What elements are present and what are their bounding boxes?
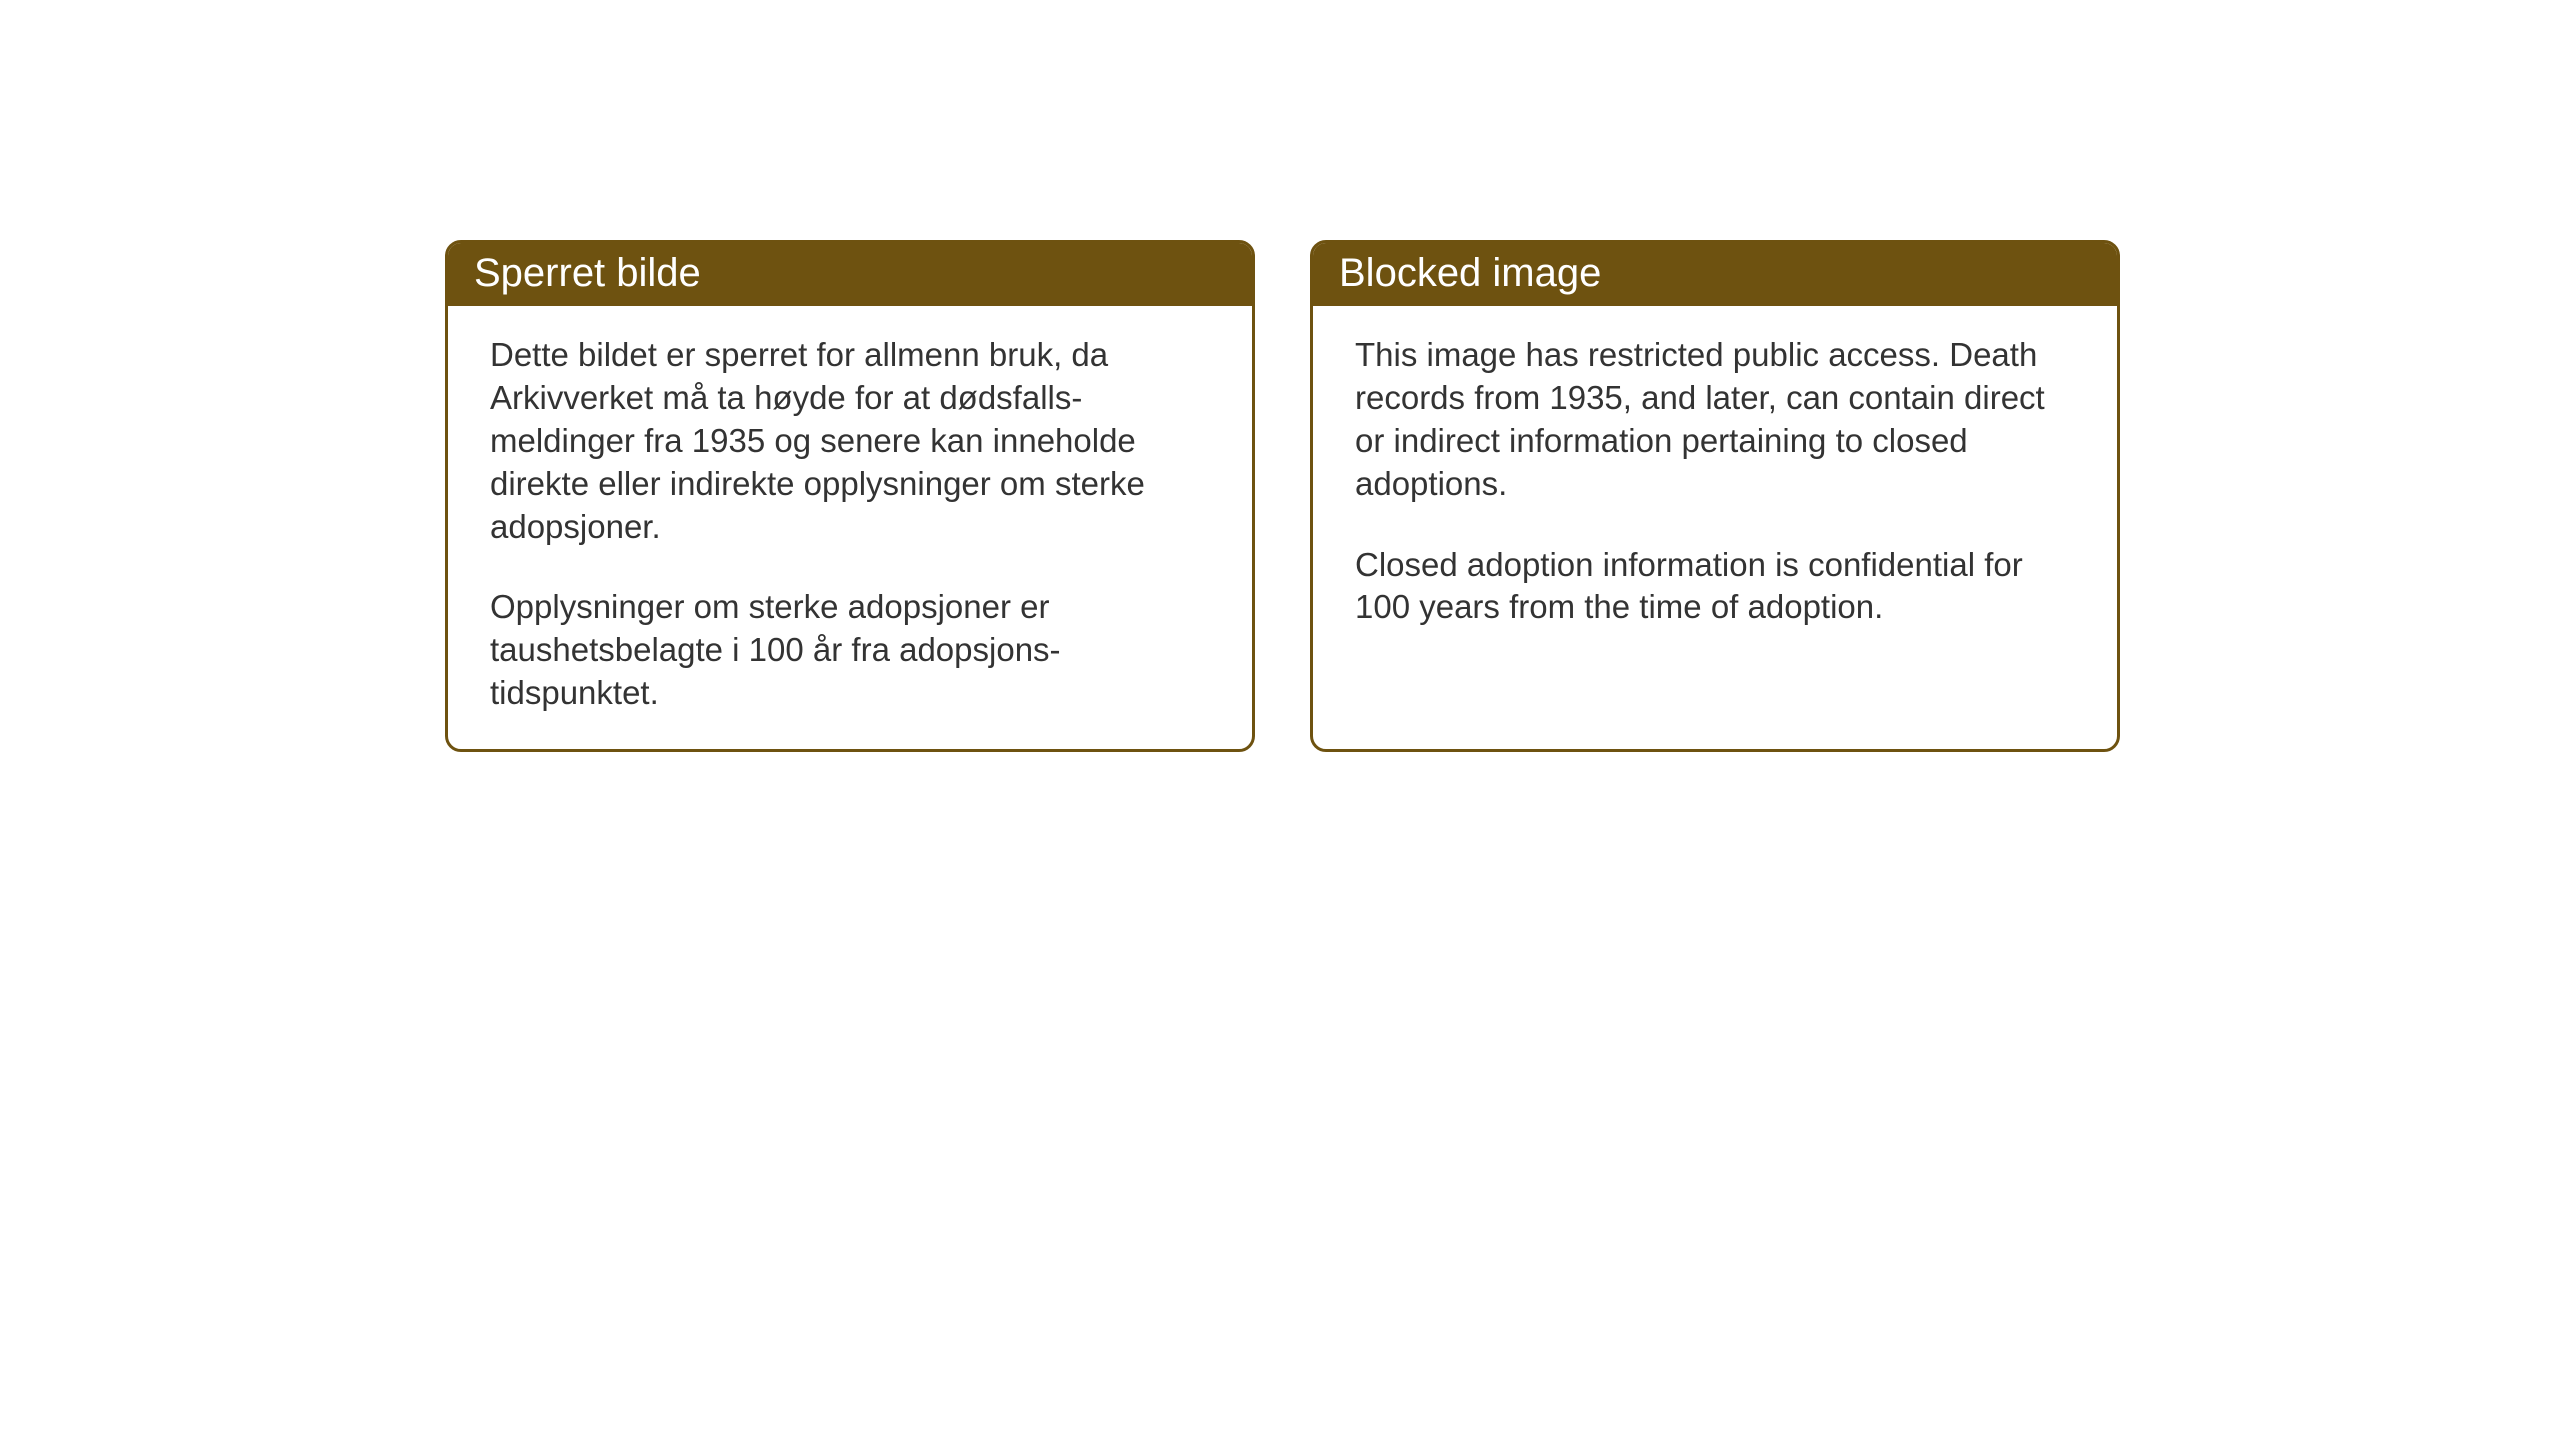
card-paragraph-1-english: This image has restricted public access.… xyxy=(1355,334,2075,506)
notice-container: Sperret bilde Dette bildet er sperret fo… xyxy=(445,240,2120,752)
card-paragraph-2-english: Closed adoption information is confident… xyxy=(1355,544,2075,630)
notice-card-norwegian: Sperret bilde Dette bildet er sperret fo… xyxy=(445,240,1255,752)
card-paragraph-1-norwegian: Dette bildet er sperret for allmenn bruk… xyxy=(490,334,1210,548)
card-body-norwegian: Dette bildet er sperret for allmenn bruk… xyxy=(448,306,1252,749)
notice-card-english: Blocked image This image has restricted … xyxy=(1310,240,2120,752)
card-paragraph-2-norwegian: Opplysninger om sterke adopsjoner er tau… xyxy=(490,586,1210,715)
card-header-norwegian: Sperret bilde xyxy=(448,243,1252,306)
card-header-english: Blocked image xyxy=(1313,243,2117,306)
card-title-norwegian: Sperret bilde xyxy=(474,251,701,295)
card-body-english: This image has restricted public access.… xyxy=(1313,306,2117,663)
card-title-english: Blocked image xyxy=(1339,251,1601,295)
